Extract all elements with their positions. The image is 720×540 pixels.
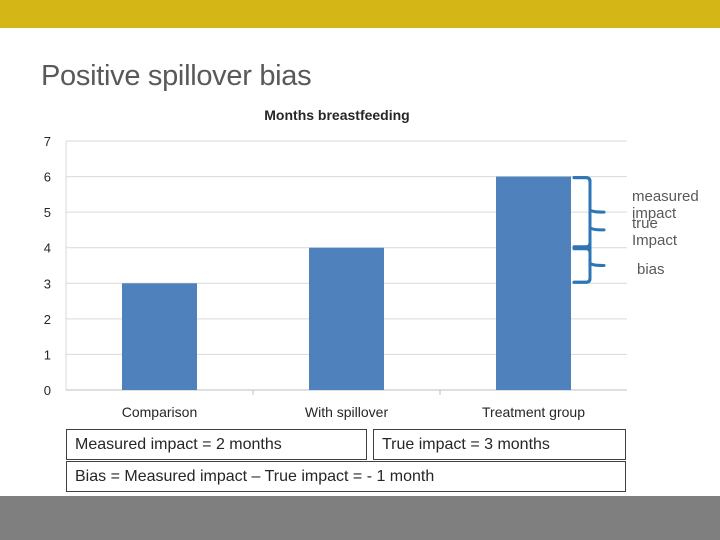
bar-comparison	[122, 283, 197, 390]
x-category-label: Treatment group	[482, 404, 585, 420]
true-impact-label: true Impact	[632, 215, 678, 249]
impact-brackets	[572, 176, 606, 284]
x-category-label: Comparison	[122, 404, 197, 420]
y-axis-ticks: 0 1 2 3 4 5 6 7	[44, 134, 51, 398]
chart-title: Months breastfeeding	[264, 107, 409, 123]
bar-with-spillover	[309, 247, 384, 390]
y-tick-label: 4	[44, 241, 51, 256]
bar-treatment-group	[496, 176, 571, 390]
y-tick-label: 7	[44, 134, 51, 149]
y-tick-label: 5	[44, 205, 51, 220]
y-tick-label: 2	[44, 312, 51, 327]
slide-title: Positive spillover bias	[41, 60, 312, 92]
true-impact-box: True impact = 3 months	[373, 429, 626, 460]
y-tick-label: 6	[44, 170, 51, 185]
x-category-label: With spillover	[305, 404, 389, 420]
x-axis-categories: Comparison With spillover Treatment group	[122, 404, 585, 420]
y-tick-label: 1	[44, 347, 51, 362]
y-tick-label: 3	[44, 276, 51, 291]
bias-bracket	[572, 247, 606, 284]
bias-label: bias	[637, 261, 665, 278]
top-accent-band	[0, 0, 720, 28]
bias-formula-box: Bias = Measured impact – True impact = -…	[66, 461, 626, 492]
bottom-band	[0, 496, 720, 540]
true-impact-bracket	[572, 176, 606, 249]
y-tick-label: 0	[44, 383, 51, 398]
measured-impact-label: measured impact	[632, 188, 699, 222]
bar-chart: Months breastfeeding 0 1 2 3 4 5 6 7 Comparison…	[44, 107, 627, 420]
chart-bars	[122, 176, 571, 390]
measured-impact-box: Measured impact = 2 months	[66, 429, 367, 460]
